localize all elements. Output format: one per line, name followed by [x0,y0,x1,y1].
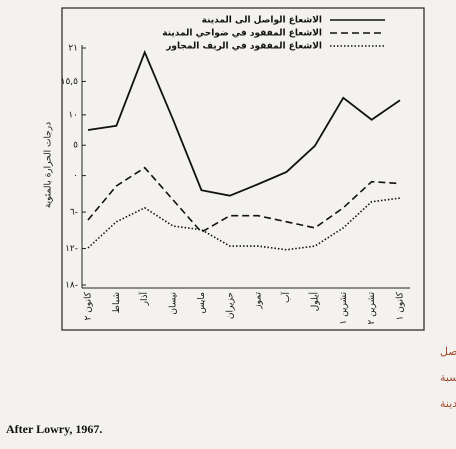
caption: الشكل ١٠-٦: الإشعاع الشمسي الواصل إلى ال… [440,345,456,358]
x-tick-label: كانون ٢ [84,291,94,320]
caption: إلى الضواحي وكذلك إلى الريف المجاور. الن… [440,371,456,384]
x-tick-label: كانون ١ [396,291,406,320]
legend-label: الاشعاع المفقود في الريف المجاور [165,42,322,52]
x-tick-label: شباط [112,292,122,313]
x-tick-label: تموز [254,292,264,310]
y-tick-label: ١٠ [68,110,78,120]
y-axis-label: درجات الحرارة بالمئوية [44,122,54,208]
y-tick-label: ٠ [73,171,78,181]
x-tick-label: أيلول [308,292,320,311]
x-tick-label: آب [280,292,292,303]
caption: المفقود من الضواحي والريف نسبة إلى جو ال… [440,397,456,410]
source: After Lowry, 1967. [6,422,102,436]
y-tick-label: ١٨- [65,281,78,291]
x-tick-label: حزيران [225,292,235,319]
legend-label: الاشعاع الواصل الى المدينة [202,16,322,26]
x-tick-label: تشرين ١ [339,292,349,325]
x-tick-label: نيسان [169,292,179,315]
series-line [87,197,401,251]
x-tick-label: مايس [197,292,207,314]
y-tick-label: ٦- [70,208,78,218]
series-line [87,49,401,197]
y-tick-label: ٥ [73,141,78,151]
x-tick-label: آذار [138,292,150,307]
series-line [87,166,401,234]
y-tick-label: ٢١ [68,44,78,54]
x-tick-label: تشرين ٢ [367,292,377,325]
legend-label: الاشعاع المفقود في ضواحي المدينة [162,29,322,39]
y-tick-label: ١٥,٥ [61,77,79,87]
y-tick-label: ١٢- [65,244,78,254]
frame [61,7,425,331]
